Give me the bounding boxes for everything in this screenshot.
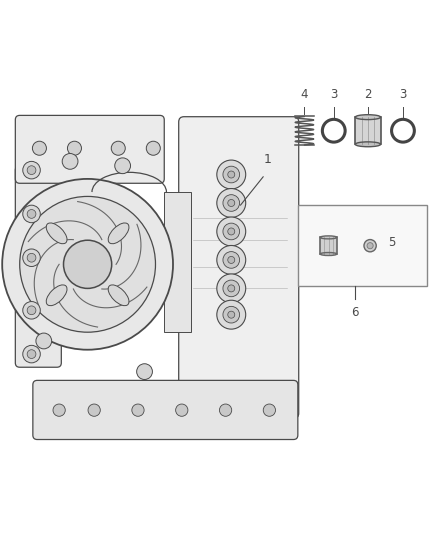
Bar [298,205,427,286]
Text: 1: 1 [263,153,271,166]
Circle shape [23,249,40,266]
Text: 6: 6 [351,306,359,319]
Ellipse shape [355,115,381,119]
Circle shape [217,160,246,189]
Circle shape [176,404,188,416]
Circle shape [23,161,40,179]
Circle shape [228,171,235,178]
Circle shape [36,333,52,349]
Circle shape [132,404,144,416]
Circle shape [137,364,152,379]
Bar [164,192,191,332]
Circle shape [217,217,246,246]
Circle shape [223,195,240,211]
Circle shape [217,274,246,303]
Circle shape [23,205,40,223]
Circle shape [27,350,36,359]
Ellipse shape [320,236,337,239]
Circle shape [228,285,235,292]
Text: 3: 3 [330,88,337,101]
Ellipse shape [355,142,381,147]
Ellipse shape [108,285,129,305]
Circle shape [219,404,232,416]
FancyBboxPatch shape [15,166,61,367]
Ellipse shape [320,253,337,255]
Circle shape [115,158,131,174]
Circle shape [223,252,240,268]
Circle shape [67,141,81,155]
Text: 5: 5 [389,236,396,249]
FancyBboxPatch shape [33,381,298,440]
Circle shape [228,311,235,318]
Circle shape [32,141,46,155]
Circle shape [228,228,235,235]
Circle shape [53,404,65,416]
Circle shape [263,404,276,416]
Ellipse shape [46,223,67,244]
Ellipse shape [46,285,67,305]
Circle shape [217,246,246,274]
Circle shape [27,306,36,314]
Circle shape [88,404,100,416]
Bar [320,237,337,254]
Circle shape [62,154,78,169]
Circle shape [228,199,235,206]
Circle shape [2,179,173,350]
Text: 2: 2 [364,88,372,101]
Circle shape [217,300,246,329]
Ellipse shape [108,223,129,244]
Circle shape [27,253,36,262]
Circle shape [223,280,240,297]
Circle shape [367,243,373,249]
Circle shape [146,141,160,155]
Circle shape [223,306,240,323]
FancyBboxPatch shape [15,115,164,183]
Circle shape [228,256,235,263]
FancyBboxPatch shape [179,117,299,418]
Circle shape [20,197,155,332]
Circle shape [217,189,246,217]
Circle shape [27,166,36,174]
Circle shape [364,239,376,252]
Circle shape [223,166,240,183]
Circle shape [64,240,112,288]
Circle shape [23,345,40,363]
Circle shape [223,223,240,240]
Text: 4: 4 [300,88,308,101]
Text: 3: 3 [399,88,406,101]
Bar [355,117,381,144]
Circle shape [27,209,36,219]
Circle shape [111,141,125,155]
Circle shape [23,302,40,319]
